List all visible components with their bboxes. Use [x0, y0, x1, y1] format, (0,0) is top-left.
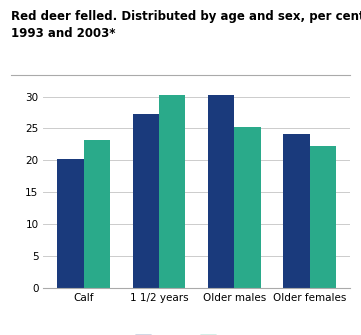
- Bar: [84, 140, 110, 288]
- Bar: [208, 95, 234, 288]
- Bar: [57, 159, 84, 288]
- Bar: [159, 95, 186, 288]
- Bar: [132, 114, 159, 288]
- Bar: [310, 146, 336, 288]
- Legend: 1993, 2003*: 1993, 2003*: [130, 330, 263, 335]
- Bar: [283, 134, 310, 288]
- Text: Red deer felled. Distributed by age and sex, per cent.
1993 and 2003*: Red deer felled. Distributed by age and …: [11, 10, 361, 40]
- Bar: [234, 127, 261, 288]
